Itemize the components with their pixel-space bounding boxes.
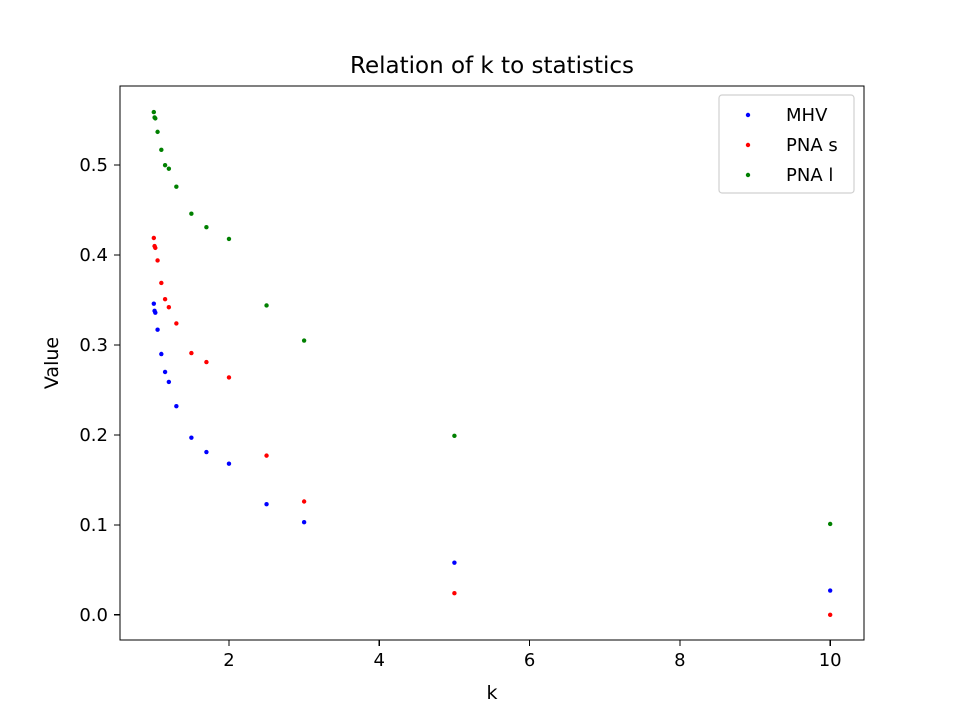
x-axis: 2 4 6 8 10: [223, 640, 842, 671]
data-point: [153, 245, 158, 251]
y-tick-label: 0.2: [79, 425, 108, 446]
data-point: [301, 519, 307, 525]
markers-layer: [151, 109, 833, 618]
data-point: [264, 453, 269, 458]
data-point: [301, 338, 307, 343]
y-tick-label: 0.3: [79, 335, 108, 356]
data-point: [204, 359, 209, 365]
data-point: [226, 375, 232, 380]
data-point: [151, 235, 157, 241]
legend-marker: [745, 142, 751, 148]
data-point: [162, 162, 168, 168]
y-tick-label: 0.5: [79, 155, 108, 176]
data-point: [827, 521, 833, 527]
series-mhv: [151, 301, 833, 593]
legend-item: PNA l: [745, 165, 833, 186]
legend-marker: [745, 112, 751, 118]
y-axis: 0.0 0.1 0.2 0.3 0.4 0.5: [79, 155, 120, 626]
legend-label: PNA l: [786, 165, 833, 186]
series-pna-s: [151, 235, 833, 618]
legend-item: PNA s: [745, 135, 838, 156]
plot-area: [119, 85, 865, 641]
data-point: [204, 225, 209, 230]
data-point: [174, 321, 179, 326]
data-point: [159, 351, 164, 357]
legend-box: [718, 94, 855, 194]
legend-item: MHV: [745, 105, 828, 126]
x-axis-label: k: [486, 682, 497, 704]
legend: MHV PNA s PNA l: [718, 94, 855, 194]
data-point: [452, 591, 457, 596]
data-point: [452, 433, 457, 439]
data-point: [166, 166, 172, 171]
data-point: [151, 301, 157, 306]
plot-frame: [119, 85, 865, 641]
data-point: [452, 560, 457, 565]
data-point: [155, 129, 160, 135]
data-point: [827, 588, 833, 593]
legend-label: PNA s: [786, 135, 838, 156]
data-point: [827, 612, 833, 618]
data-point: [264, 502, 269, 507]
legend-label: MHV: [786, 105, 828, 126]
data-point: [162, 296, 168, 302]
data-point: [189, 211, 194, 216]
y-tick-label: 0.0: [79, 605, 108, 626]
data-point: [204, 449, 209, 455]
data-point: [226, 236, 232, 242]
chart-title: Relation of k to statistics: [350, 53, 634, 79]
data-point: [166, 379, 172, 385]
x-tick-label: 4: [374, 650, 385, 671]
data-point: [174, 403, 179, 409]
data-point: [155, 258, 160, 263]
data-point: [151, 109, 157, 115]
y-tick-label: 0.4: [79, 245, 108, 266]
legend-items: MHV PNA s PNA l: [745, 105, 838, 186]
x-tick-label: 8: [674, 650, 685, 671]
data-point: [153, 310, 158, 315]
data-point: [166, 305, 172, 310]
data-point: [159, 147, 164, 153]
x-tick-label: 10: [819, 650, 842, 671]
legend-marker: [745, 172, 751, 178]
x-tick-label: 6: [524, 650, 535, 671]
data-point: [153, 116, 158, 121]
data-point: [155, 327, 160, 332]
data-point: [174, 184, 179, 189]
data-point: [159, 280, 164, 286]
data-point: [189, 435, 194, 440]
data-point: [264, 303, 269, 308]
data-point: [301, 499, 307, 504]
series-pna-l: [151, 109, 833, 527]
y-tick-label: 0.1: [79, 515, 108, 536]
data-point: [162, 369, 168, 375]
y-axis-label: Value: [41, 337, 63, 389]
data-point: [189, 350, 194, 356]
data-point: [226, 461, 232, 466]
x-tick-label: 2: [223, 650, 234, 671]
